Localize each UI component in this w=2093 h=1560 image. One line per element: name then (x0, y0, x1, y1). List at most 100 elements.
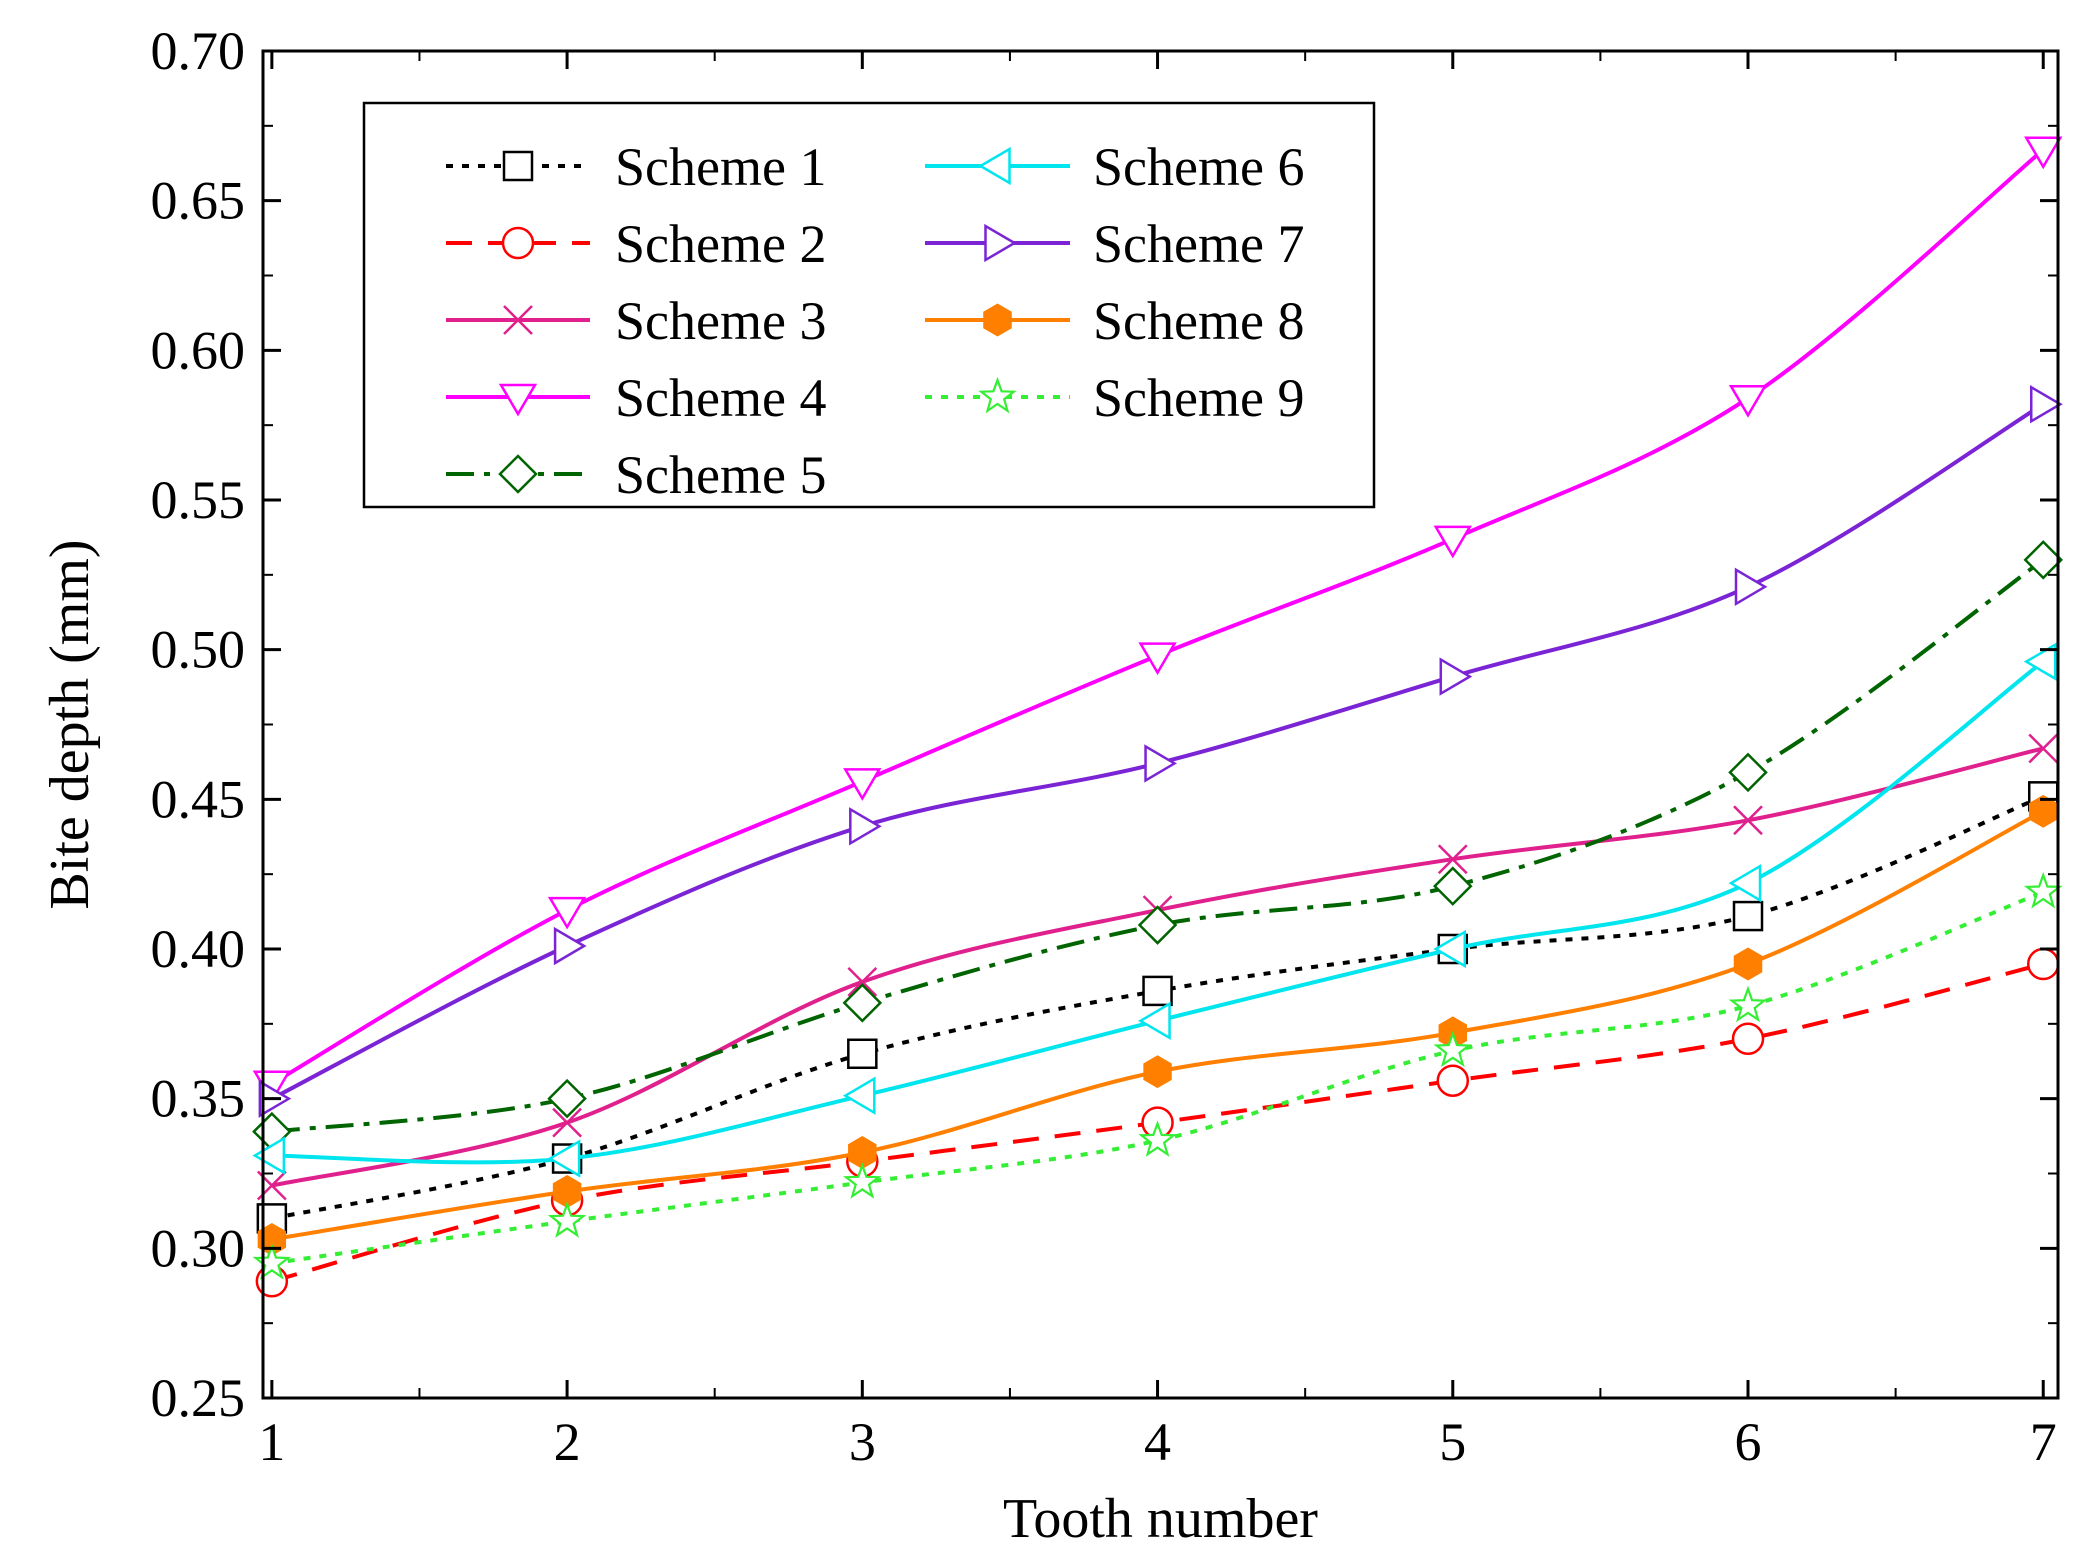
data-point (2023, 642, 2057, 681)
series-1 (256, 781, 2059, 1234)
data-point (1731, 1022, 1765, 1056)
y-axis-label: Bite depth (mm) (39, 539, 101, 909)
y-tick-label: 0.25 (151, 1368, 246, 1428)
data-point (1733, 947, 1763, 981)
data-point (547, 1078, 587, 1119)
data-point (1143, 1055, 1172, 1089)
x-tick-label: 6 (1735, 1412, 1762, 1472)
legend-label: Scheme 8 (1093, 291, 1304, 351)
data-point (1142, 975, 1173, 1007)
data-point (1433, 525, 1472, 559)
data-point (843, 1162, 882, 1199)
data-point (1436, 1064, 1470, 1097)
legend-item: Scheme 7 (925, 214, 1304, 274)
data-point (2028, 794, 2058, 828)
y-tick-label: 0.50 (151, 620, 246, 680)
y-tick-label: 0.60 (151, 320, 246, 380)
series-line (271, 794, 2044, 1221)
legend-label: Scheme 4 (615, 368, 826, 428)
y-tick-label: 0.40 (151, 919, 246, 979)
data-point (547, 1201, 587, 1238)
data-point (1144, 744, 1178, 783)
data-point (1433, 929, 1467, 969)
data-point (2028, 733, 2059, 764)
axes: 0.25 0.30 0.35 0.40 0.45 0.50 0.55 0.60 0.65 0.70… (151, 21, 2058, 1472)
legend-item: Scheme 4 (446, 368, 826, 428)
legend-label: Scheme 3 (615, 291, 826, 351)
data-point (252, 1136, 286, 1175)
legend-marker (498, 454, 538, 494)
legend-item: Scheme 1 (446, 137, 826, 197)
legend-item: Scheme 3 (446, 291, 826, 351)
data-point (1732, 900, 1764, 932)
data-point (843, 768, 882, 801)
data-point (2024, 136, 2063, 170)
legend-label: Scheme 6 (1093, 137, 1304, 197)
legend-label: Scheme 7 (1093, 214, 1304, 274)
legend-marker (984, 223, 1017, 263)
y-tick-label: 0.65 (151, 171, 246, 231)
data-point (553, 926, 587, 966)
y-tick-label: 0.70 (151, 21, 246, 81)
x-tick-label: 4 (1144, 1412, 1171, 1472)
series-7 (258, 385, 2063, 1118)
data-point (547, 1139, 581, 1178)
y-tick-label: 0.35 (151, 1069, 246, 1129)
x-axis-label: Tooth number (1003, 1488, 1318, 1550)
data-point (847, 1038, 878, 1070)
legend-label: Scheme 2 (615, 214, 826, 274)
x-tick-label: 1 (258, 1412, 285, 1472)
legend-marker (498, 383, 538, 417)
legend-label: Scheme 1 (615, 137, 826, 197)
legend-label: Scheme 5 (615, 445, 826, 505)
data-point (842, 1076, 876, 1115)
data-point (1734, 567, 1768, 606)
data-point (1439, 657, 1473, 696)
data-point (2023, 540, 2064, 580)
y-tick-label: 0.55 (151, 470, 246, 530)
data-point (2026, 947, 2060, 981)
legend-item: Scheme 5 (446, 445, 826, 505)
legend: Scheme 1 Scheme 2 Scheme 3 Scheme 4 Scheme 5… (362, 101, 1376, 509)
legend-marker (983, 303, 1012, 337)
legend-item: Scheme 6 (925, 137, 1304, 197)
y-tick-label: 0.45 (151, 769, 246, 829)
legend-item: Scheme 9 (925, 368, 1304, 428)
data-point (1728, 384, 1768, 418)
legend-marker (501, 226, 535, 260)
data-point (252, 1243, 292, 1280)
legend-marker (978, 146, 1011, 186)
legend-label: Scheme 9 (1093, 368, 1304, 428)
data-point (1728, 752, 1768, 793)
data-point (1138, 1120, 1177, 1157)
legend-marker (503, 305, 533, 335)
data-point (1733, 805, 1763, 836)
data-point (1437, 844, 1468, 875)
data-point (547, 896, 587, 930)
x-tick-label: 7 (2030, 1412, 2057, 1472)
legend-marker (978, 376, 1017, 414)
series-8 (257, 794, 2058, 1256)
x-tick-label: 5 (1439, 1412, 1466, 1472)
y-tick-label: 0.30 (151, 1218, 246, 1278)
data-point (2029, 385, 2063, 424)
data-point (2024, 871, 2063, 909)
series-6 (252, 642, 2057, 1178)
data-point (1138, 642, 1177, 676)
series-layer (252, 136, 2064, 1298)
data-point (842, 983, 883, 1023)
x-tick-label: 3 (849, 1412, 876, 1472)
data-point (1433, 1030, 1472, 1068)
data-point (1433, 866, 1473, 906)
legend-item: Scheme 2 (446, 214, 826, 274)
data-point (847, 967, 878, 997)
data-point (1138, 1001, 1171, 1041)
data-point (1137, 905, 1178, 945)
data-point (849, 807, 882, 846)
series-9 (252, 871, 2063, 1280)
data-point (1728, 985, 1768, 1023)
data-point (552, 1107, 582, 1138)
legend-marker (502, 150, 534, 182)
legend-item: Scheme 8 (925, 291, 1304, 351)
